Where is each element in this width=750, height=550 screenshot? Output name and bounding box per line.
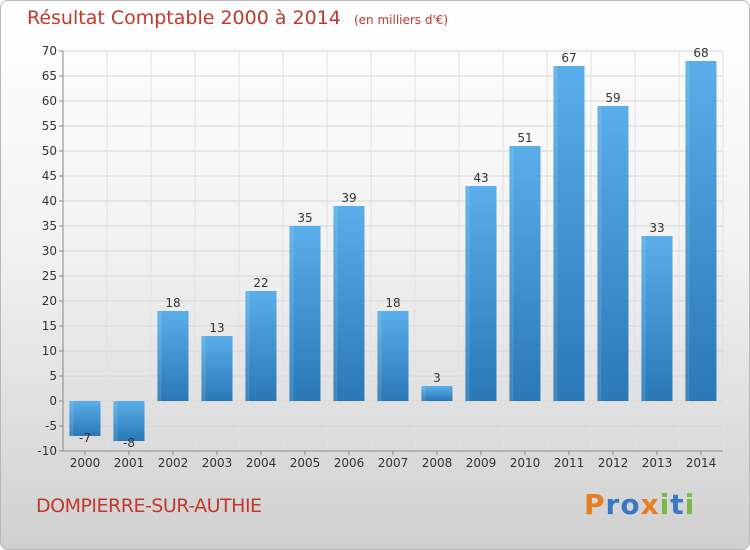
bar-highlight (510, 146, 514, 401)
value-label: 18 (385, 296, 400, 310)
x-tick-label: 2003 (202, 456, 233, 470)
x-tick-label: 2004 (246, 456, 277, 470)
value-label: 68 (693, 46, 708, 60)
x-tick-label: 2005 (290, 456, 321, 470)
y-tick-label: 65 (42, 69, 57, 83)
x-tick-label: 2006 (334, 456, 365, 470)
bar-2003 (201, 336, 233, 401)
logo-letter: i (659, 488, 671, 521)
value-label: 43 (473, 171, 488, 185)
value-label: 3 (433, 371, 441, 385)
value-label: 51 (517, 131, 532, 145)
bar-highlight (378, 311, 382, 401)
logo-letter: o (620, 488, 641, 521)
proxiti-logo[interactable]: Proxiti (584, 488, 695, 521)
bar-highlight (642, 236, 646, 401)
y-tick-label: 0 (49, 394, 57, 408)
y-tick-label: 40 (42, 194, 57, 208)
value-label: -8 (123, 436, 135, 450)
bars (69, 61, 717, 441)
value-label: 35 (297, 211, 312, 225)
x-tick-label: 2007 (378, 456, 409, 470)
bar-2005 (289, 226, 321, 401)
value-label: 33 (649, 221, 664, 235)
x-tick-label: 2013 (642, 456, 673, 470)
y-tick-label: 45 (42, 169, 57, 183)
bar-2010 (509, 146, 541, 401)
logo-letter: t (670, 488, 685, 521)
logo-letter: P (584, 488, 606, 521)
logo-letter: x (640, 488, 660, 521)
value-label: 59 (605, 91, 620, 105)
bar-2008 (421, 386, 453, 401)
bar-2002 (157, 311, 189, 401)
x-tick-label: 2001 (114, 456, 145, 470)
bar-highlight (158, 311, 162, 401)
bar-2006 (333, 206, 365, 401)
y-tick-label: 25 (42, 269, 57, 283)
bar-highlight (334, 206, 338, 401)
y-tick-label: -10 (37, 444, 57, 458)
bar-2014 (685, 61, 717, 401)
bar-highlight (114, 401, 118, 441)
chart-subtitle: (en milliers d'€) (353, 13, 449, 27)
x-tick-label: 2002 (158, 456, 189, 470)
commune-name: DOMPIERRE-SUR-AUTHIE (36, 495, 262, 517)
y-tick-label: 55 (42, 119, 57, 133)
bar-2013 (641, 236, 673, 401)
bar-highlight (290, 226, 294, 401)
logo-letter: r (605, 488, 621, 521)
bar-highlight (422, 386, 426, 401)
data-labels: -7 -8 18 13 22 35 39 18 3 43 51 67 59 33 68 (79, 46, 709, 450)
bar-highlight (466, 186, 470, 401)
value-label: -7 (79, 431, 91, 445)
value-label: 22 (253, 276, 268, 290)
x-tick-label: 2008 (422, 456, 453, 470)
bar-highlight (554, 66, 558, 401)
axes: -10 -5 0 5 10 15 20 25 30 35 40 45 50 55 60 65 70 2000 200… (37, 44, 723, 470)
y-tick-label: 35 (42, 219, 57, 233)
x-tick-label: 2000 (70, 456, 101, 470)
x-tick-label: 2012 (598, 456, 629, 470)
bar-highlight (598, 106, 602, 401)
x-tick-label: 2014 (686, 456, 717, 470)
y-tick-label: 50 (42, 144, 57, 158)
bar-2009 (465, 186, 497, 401)
y-tick-label: 30 (42, 244, 57, 258)
bar-2001 (113, 401, 145, 441)
y-tick-label: 20 (42, 294, 57, 308)
chart-title: Résultat Comptable 2000 à 2014 (27, 7, 341, 29)
x-tick-label: 2009 (466, 456, 497, 470)
bar-highlight (246, 291, 250, 401)
value-label: 67 (561, 51, 576, 65)
y-tick-label: 5 (49, 369, 57, 383)
bar-2012 (597, 106, 629, 401)
y-tick-label: 15 (42, 319, 57, 333)
bar-2004 (245, 291, 277, 401)
y-tick-label: 70 (42, 44, 57, 58)
y-tick-label: 10 (42, 344, 57, 358)
bar-2011 (553, 66, 585, 401)
value-label: 39 (341, 191, 356, 205)
chart-title-block: Résultat Comptable 2000 à 2014 (en milli… (27, 7, 448, 29)
bar-highlight (202, 336, 206, 401)
value-label: 18 (165, 296, 180, 310)
bar-highlight (686, 61, 690, 401)
logo-letter: i (684, 488, 696, 521)
x-tick-label: 2011 (554, 456, 585, 470)
y-tick-label: 60 (42, 94, 57, 108)
y-tick-label: -5 (45, 419, 57, 433)
x-tick-label: 2010 (510, 456, 541, 470)
bar-2007 (377, 311, 409, 401)
value-label: 13 (209, 321, 224, 335)
bar-highlight (70, 401, 74, 436)
bar-2000 (69, 401, 101, 436)
